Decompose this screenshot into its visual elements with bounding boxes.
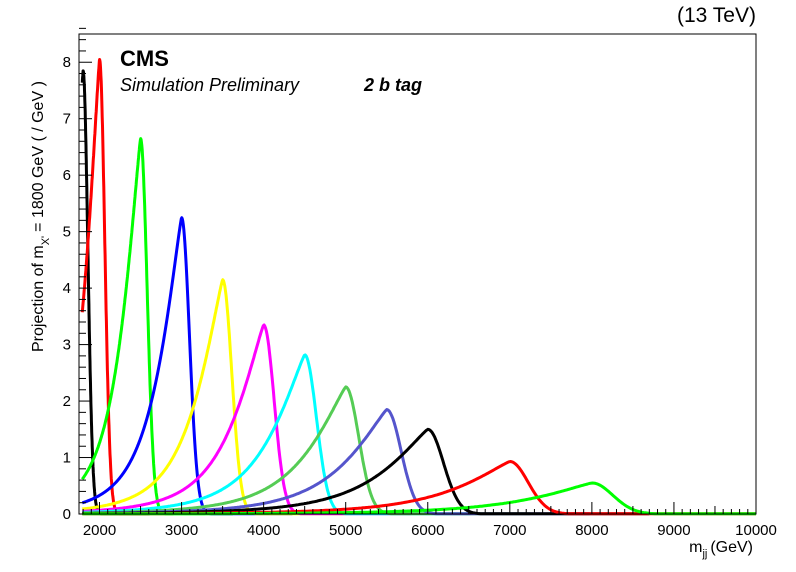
tag-label: 2 b tag — [363, 75, 422, 95]
x-tick-label: 3000 — [165, 522, 198, 539]
y-tick-label: 5 — [63, 224, 71, 241]
y-tick-label: 2 — [63, 393, 71, 410]
x-tick-label: 8000 — [575, 522, 608, 539]
x-tick-label: 7000 — [493, 522, 526, 539]
y-tick-label: 4 — [63, 280, 71, 297]
y-axis: 0 1 2 3 4 5 6 7 8 — [63, 27, 92, 523]
plot-frame — [78, 33, 757, 515]
cms-label: CMS — [120, 46, 169, 71]
y-tick-label: 8 — [63, 54, 71, 71]
x-axis: 2000 3000 4000 5000 6000 7000 8000 9000 10000 — [82, 502, 777, 539]
x-axis-title: mjj (GeV) — [689, 539, 753, 560]
subtitle-label: Simulation Preliminary — [120, 75, 300, 95]
x-tick-label: 5000 — [329, 522, 362, 539]
y-axis-title: Projection of mX'= 1800 GeV ( / GeV ) — [30, 81, 52, 352]
y-tick-label: 6 — [63, 167, 71, 184]
y-tick-label: 1 — [63, 450, 71, 467]
x-tick-label: 6000 — [411, 522, 444, 539]
x-tick-label: 9000 — [657, 522, 690, 539]
y-tick-label: 0 — [63, 506, 71, 523]
x-tick-label: 10000 — [735, 522, 777, 539]
x-tick-label: 4000 — [247, 522, 280, 539]
x-tick-label: 2000 — [83, 522, 116, 539]
energy-label: (13 TeV) — [677, 4, 756, 27]
y-tick-label: 3 — [63, 337, 71, 354]
y-tick-label: 7 — [63, 111, 71, 128]
